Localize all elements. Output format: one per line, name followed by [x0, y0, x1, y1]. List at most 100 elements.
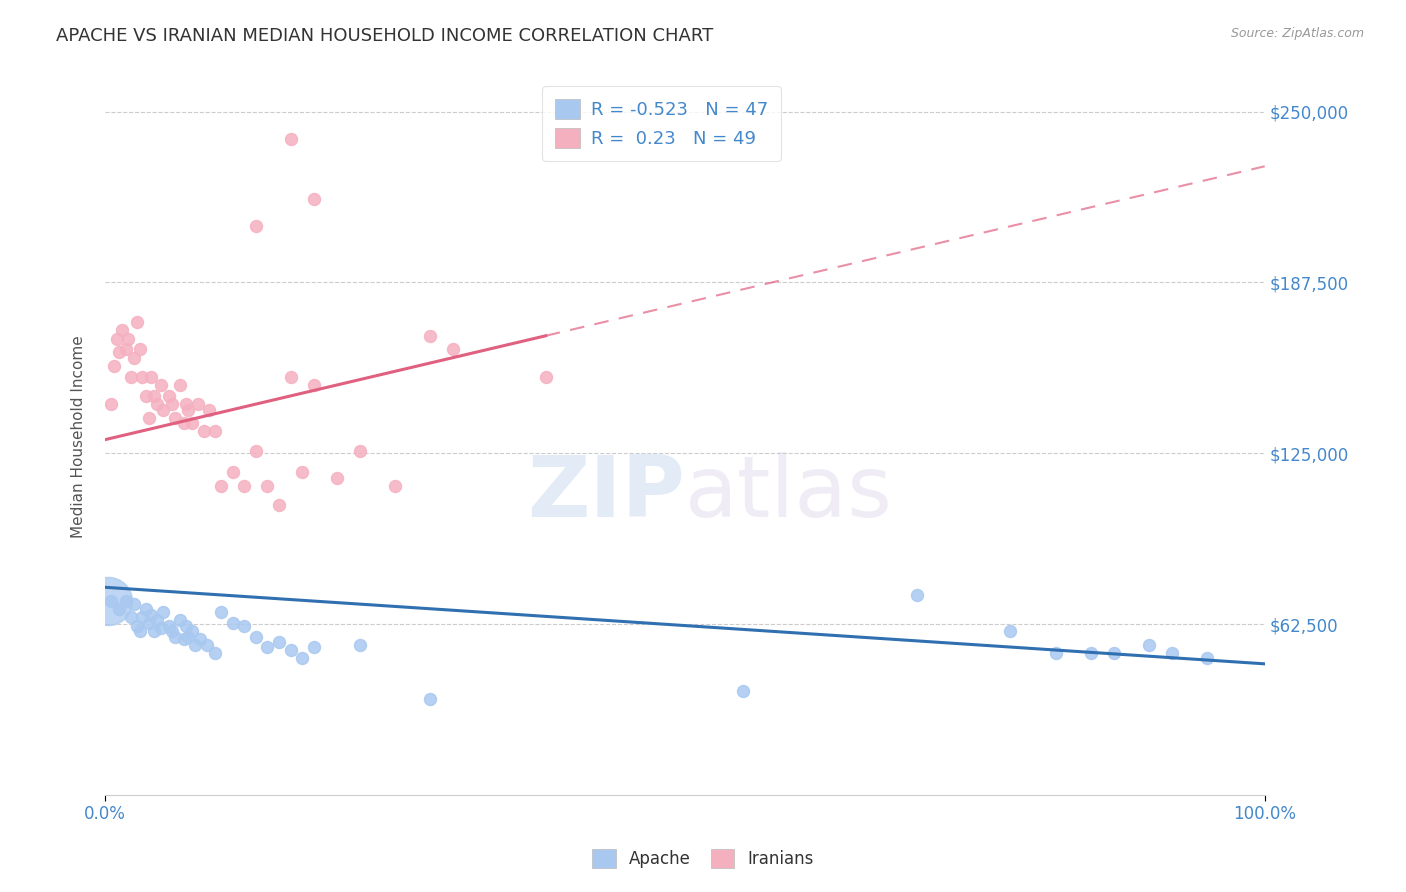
Point [1195, 651, 1218, 665]
Text: atlas: atlas [685, 452, 893, 535]
Point [209, 479, 232, 493]
Point [146, 397, 169, 411]
Point [103, 359, 125, 373]
Point [534, 369, 557, 384]
Point [162, 624, 184, 638]
Text: ZIP: ZIP [527, 452, 685, 535]
Point [117, 332, 139, 346]
Point [204, 646, 226, 660]
Point [111, 323, 134, 337]
Point [188, 632, 211, 647]
Point [152, 605, 174, 619]
Point [162, 397, 184, 411]
Point [157, 618, 180, 632]
Point [128, 343, 150, 357]
Point [349, 638, 371, 652]
Text: Source: ZipAtlas.com: Source: ZipAtlas.com [1230, 27, 1364, 40]
Point [221, 466, 243, 480]
Point [146, 613, 169, 627]
Point [138, 615, 160, 630]
Point [128, 624, 150, 638]
Point [105, 332, 128, 346]
Point [187, 397, 209, 411]
Point [233, 618, 256, 632]
Y-axis label: Median Household Income: Median Household Income [72, 334, 86, 538]
Point [122, 597, 145, 611]
Point [141, 607, 163, 622]
Point [256, 479, 278, 493]
Point [731, 684, 754, 698]
Point [174, 397, 197, 411]
Point [905, 589, 928, 603]
Point [142, 624, 165, 638]
Point [1102, 646, 1125, 660]
Point [1080, 646, 1102, 660]
Point [97, 594, 120, 608]
Point [131, 369, 153, 384]
Point [280, 369, 302, 384]
Point [302, 192, 325, 206]
Point [419, 328, 441, 343]
Point [245, 630, 267, 644]
Point [163, 410, 186, 425]
Point [267, 498, 290, 512]
Text: APACHE VS IRANIAN MEDIAN HOUSEHOLD INCOME CORRELATION CHART: APACHE VS IRANIAN MEDIAN HOUSEHOLD INCOM… [56, 27, 713, 45]
Point [157, 389, 180, 403]
Point [349, 443, 371, 458]
Point [108, 345, 131, 359]
Point [163, 630, 186, 644]
Point [245, 219, 267, 234]
Point [184, 638, 207, 652]
Point [174, 618, 197, 632]
Point [149, 621, 172, 635]
Legend: R = -0.523   N = 47, R =  0.23   N = 49: R = -0.523 N = 47, R = 0.23 N = 49 [543, 87, 780, 161]
Point [115, 594, 138, 608]
Point [149, 378, 172, 392]
Point [120, 369, 142, 384]
Point [1137, 638, 1160, 652]
Point [100, 594, 122, 608]
Point [142, 389, 165, 403]
Point [152, 402, 174, 417]
Point [141, 369, 163, 384]
Point [221, 615, 243, 630]
Point [193, 425, 215, 439]
Point [245, 443, 267, 458]
Point [195, 638, 218, 652]
Point [169, 613, 191, 627]
Point [326, 471, 349, 485]
Point [127, 315, 149, 329]
Point [1161, 646, 1184, 660]
Point [209, 605, 232, 619]
Point [267, 635, 290, 649]
Point [100, 397, 122, 411]
Point [135, 602, 157, 616]
Point [173, 632, 195, 647]
Point [256, 640, 278, 655]
Point [181, 417, 204, 431]
Point [198, 402, 221, 417]
Point [120, 610, 142, 624]
Point [177, 402, 200, 417]
Legend: Apache, Iranians: Apache, Iranians [585, 843, 821, 875]
Point [169, 378, 191, 392]
Point [177, 630, 200, 644]
Point [122, 351, 145, 365]
Point [419, 692, 441, 706]
Point [115, 343, 138, 357]
Point [181, 624, 204, 638]
Point [280, 132, 302, 146]
Point [204, 425, 226, 439]
Point [173, 417, 195, 431]
Point [135, 389, 157, 403]
Point [131, 610, 153, 624]
Point [384, 479, 406, 493]
Point [291, 466, 314, 480]
Point [302, 378, 325, 392]
Point [108, 602, 131, 616]
Point [441, 343, 464, 357]
Point [1045, 646, 1067, 660]
Point [233, 479, 256, 493]
Point [302, 640, 325, 655]
Point [291, 651, 314, 665]
